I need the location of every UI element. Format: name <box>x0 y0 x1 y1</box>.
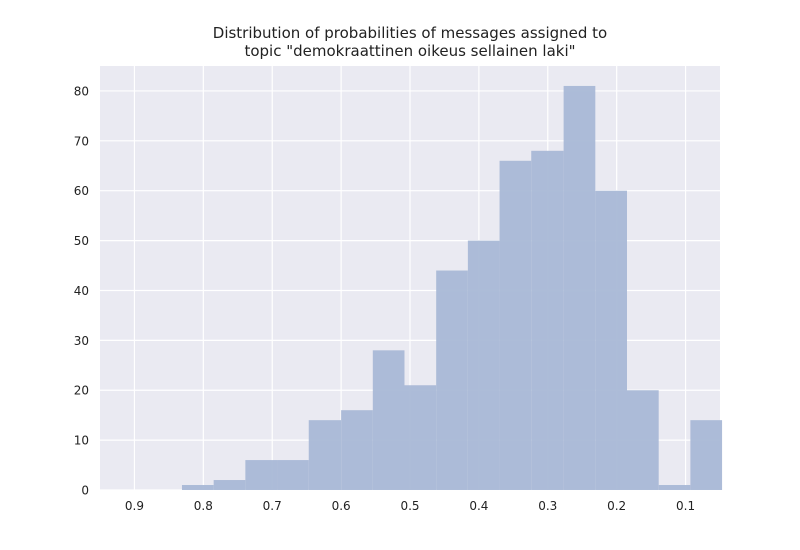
chart-title: Distribution of probabilities of message… <box>0 24 800 60</box>
histogram-bar <box>690 420 723 490</box>
x-tick-label: 0.3 <box>538 499 557 513</box>
y-tick-label: 60 <box>74 184 89 198</box>
x-tick-label: 0.4 <box>469 499 488 513</box>
x-tick-label: 0.9 <box>125 499 144 513</box>
histogram-bar <box>245 460 278 490</box>
x-tick-label: 0.2 <box>607 499 626 513</box>
x-tick-label: 0.5 <box>400 499 419 513</box>
y-tick-label: 80 <box>74 84 89 98</box>
y-tick-label: 30 <box>74 334 89 348</box>
x-tick-label: 0.1 <box>676 499 695 513</box>
histogram-bar <box>499 160 532 490</box>
chart-title-line-1: Distribution of probabilities of message… <box>212 24 608 42</box>
histogram-bar <box>404 385 437 490</box>
histogram-bar <box>213 480 246 490</box>
chart-title-line-2: topic "demokraattinen oikeus sellainen l… <box>244 42 576 60</box>
x-tick-label: 0.7 <box>263 499 282 513</box>
y-axis-ticks: 0 10 20 30 40 50 60 70 80 <box>74 84 89 497</box>
y-tick-label: 50 <box>74 234 89 248</box>
histogram-bar <box>467 240 500 490</box>
histogram-bars <box>181 85 723 491</box>
x-tick-label: 0.8 <box>194 499 213 513</box>
histogram-bar <box>595 190 627 491</box>
y-tick-label: 0 <box>81 484 89 498</box>
histogram-bar <box>531 150 564 491</box>
x-axis-ticks: 0.9 0.8 0.7 0.6 0.5 0.4 0.3 0.2 0.1 <box>125 499 695 513</box>
y-tick-label: 40 <box>74 284 89 298</box>
histogram-bar <box>341 410 373 490</box>
histogram-bar <box>308 420 342 490</box>
y-tick-label: 70 <box>74 134 89 148</box>
y-tick-label: 20 <box>74 384 89 398</box>
histogram-bar <box>658 485 691 490</box>
histogram-bar <box>372 350 405 490</box>
histogram-bar <box>277 460 309 490</box>
y-tick-label: 10 <box>74 434 89 448</box>
histogram-bar <box>436 270 468 490</box>
histogram-bar <box>181 485 214 490</box>
histogram-bar <box>563 85 596 490</box>
histogram-bar <box>627 390 659 490</box>
x-tick-label: 0.6 <box>332 499 351 513</box>
